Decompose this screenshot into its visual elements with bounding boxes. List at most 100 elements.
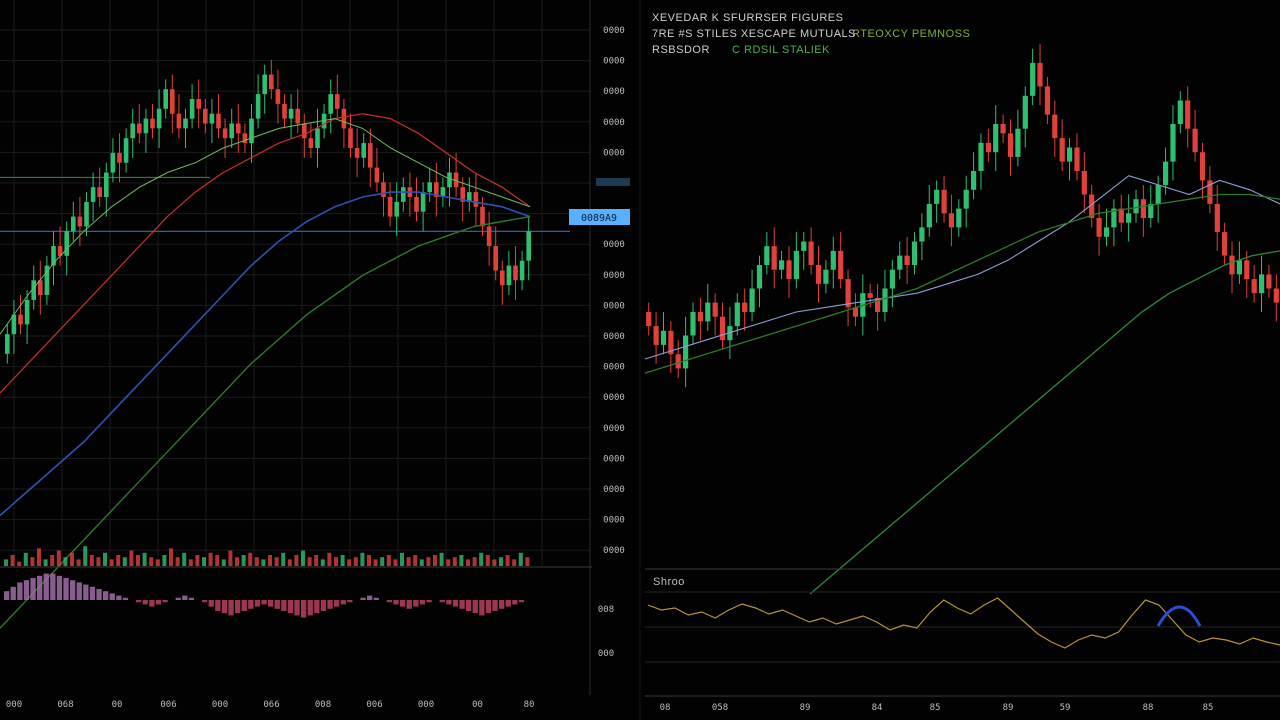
right-candle-body bbox=[1148, 203, 1154, 218]
histogram-bar bbox=[116, 595, 122, 600]
right-candle-body bbox=[793, 250, 799, 280]
left-candle-body bbox=[189, 99, 195, 119]
histogram-bar bbox=[23, 580, 30, 600]
right-ma-green2-line bbox=[809, 250, 1280, 595]
right-candle-body bbox=[1222, 232, 1228, 256]
histogram-bar bbox=[479, 600, 485, 616]
histogram-bar bbox=[37, 575, 43, 600]
right-candle-body bbox=[852, 307, 859, 317]
left-candle-body bbox=[302, 123, 307, 139]
histogram-bar bbox=[320, 600, 327, 611]
volume-bar bbox=[386, 555, 391, 566]
left-x-tick-label: 006 bbox=[366, 700, 382, 710]
header-line-3a: RSBSDOR bbox=[652, 44, 710, 56]
right-moving-averages bbox=[644, 175, 1280, 595]
histogram-bar bbox=[505, 600, 511, 607]
volume-bar bbox=[294, 555, 299, 566]
volume-bar bbox=[505, 555, 510, 566]
header-line-1: XEVEDAR K SFURRSER FIGURES bbox=[652, 12, 843, 24]
right-candle-body bbox=[1163, 161, 1169, 186]
histogram-bar bbox=[492, 600, 498, 611]
left-candle-body bbox=[249, 118, 254, 144]
left-candle-body bbox=[526, 231, 531, 261]
left-candle-body bbox=[222, 128, 228, 139]
left-candle-body bbox=[467, 192, 472, 202]
volume-bar bbox=[76, 559, 81, 566]
right-ma-green-line bbox=[644, 193, 1280, 374]
right-candle-body bbox=[1044, 86, 1050, 115]
left-y-tick-label: 0000 bbox=[603, 57, 625, 67]
right-candle-body bbox=[1022, 95, 1028, 129]
right-candle-body bbox=[1126, 213, 1132, 223]
right-chart: Shroo 08 058 89 84 85 89 59 88 85 XEVEDAR K SFUR… bbox=[639, 0, 1280, 720]
left-y-tick-label: 0000 bbox=[603, 240, 625, 250]
volume-bar bbox=[492, 559, 497, 566]
histogram-bar bbox=[182, 595, 188, 600]
left-candle-body bbox=[506, 265, 512, 286]
volume-bar bbox=[116, 555, 121, 566]
volume-bar bbox=[63, 557, 68, 566]
header-line-2b: RTEOXCY PEMNOSS bbox=[852, 28, 970, 40]
left-candle-body bbox=[24, 299, 30, 325]
volume-bar bbox=[393, 559, 398, 566]
volume-bar bbox=[248, 552, 253, 566]
volume-bar bbox=[43, 559, 48, 566]
volume-bar bbox=[202, 557, 206, 566]
right-candle-body bbox=[1081, 171, 1087, 195]
header-line-3b: C RDSIL STALIEK bbox=[732, 44, 830, 56]
volume-bar bbox=[479, 552, 484, 566]
volume-bar bbox=[261, 559, 266, 566]
left-candle-body bbox=[44, 265, 50, 295]
left-candle-body bbox=[440, 187, 446, 197]
right-x-tick-label: 08 bbox=[660, 703, 671, 713]
volume-bar bbox=[149, 557, 154, 566]
right-x-tick-label: 88 bbox=[1143, 703, 1154, 713]
right-candle-body bbox=[801, 241, 807, 251]
left-candle-body bbox=[341, 108, 347, 129]
left-y-tick-label: 0000 bbox=[603, 87, 625, 97]
histogram-bar bbox=[393, 600, 399, 605]
left-candle-body bbox=[500, 270, 505, 286]
right-candle-body bbox=[1214, 203, 1220, 233]
left-candle-body bbox=[354, 148, 360, 158]
left-candle-body bbox=[420, 192, 426, 212]
left-candle-body bbox=[486, 226, 492, 246]
histogram-bar bbox=[287, 600, 294, 614]
left-y-tick-label: 0000 bbox=[603, 118, 625, 128]
histogram-bar bbox=[122, 597, 129, 600]
volume-bar bbox=[512, 559, 517, 566]
volume-bar bbox=[188, 559, 193, 566]
left-candle-body bbox=[295, 108, 300, 124]
right-candle-body bbox=[646, 312, 652, 327]
left-candle-body bbox=[90, 187, 96, 202]
left-y-tick-label: 0000 bbox=[603, 332, 625, 342]
left-candle-body bbox=[447, 172, 452, 188]
right-candle-body bbox=[764, 246, 770, 265]
histogram-bar bbox=[4, 591, 10, 600]
left-candle-body bbox=[493, 246, 498, 271]
volume-bar bbox=[89, 555, 94, 566]
histogram-bar bbox=[281, 600, 287, 611]
right-candle-body bbox=[956, 208, 962, 228]
histogram-bar bbox=[334, 600, 340, 607]
left-candle-body bbox=[262, 74, 267, 95]
right-candle-body bbox=[889, 269, 895, 289]
volume-bar bbox=[466, 559, 470, 566]
right-candle-body bbox=[867, 293, 873, 298]
left-x-axis-ticks: 000 068 00 006 000 066 008 006 000 00 80 bbox=[6, 700, 535, 710]
left-candle-body bbox=[84, 201, 89, 227]
left-candle-body bbox=[150, 118, 155, 129]
volume-bar bbox=[380, 557, 385, 566]
right-candle-body bbox=[823, 269, 829, 284]
volume-bar bbox=[169, 548, 173, 566]
right-candle-body bbox=[985, 142, 991, 153]
volume-bar bbox=[320, 559, 325, 566]
histogram-bar bbox=[76, 582, 82, 600]
price-marker-small bbox=[596, 178, 630, 186]
left-candle-body bbox=[394, 201, 399, 217]
volume-bar bbox=[4, 559, 8, 566]
left-x-tick-label: 000 bbox=[6, 700, 22, 710]
volume-bar bbox=[334, 557, 338, 566]
volume-bar bbox=[340, 555, 345, 566]
